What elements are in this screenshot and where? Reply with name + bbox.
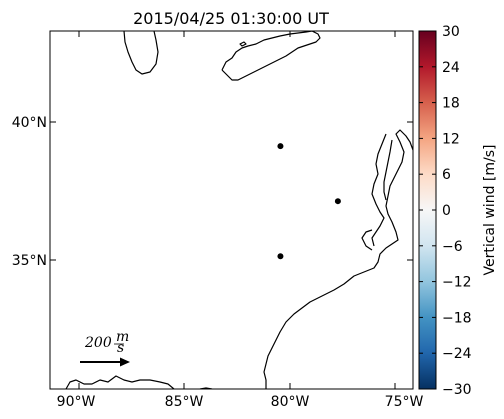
colorbar-tick-label: −24 bbox=[442, 346, 472, 362]
y-tick-label: 35°N bbox=[12, 253, 47, 269]
scale-arrow-unit-num: m bbox=[116, 329, 129, 345]
colorbar-ticks: 30 24 18 12 6 0 −6 −12 −18 −24 −30 bbox=[419, 24, 472, 398]
colorbar-tick-label: 12 bbox=[442, 131, 460, 147]
station-marker bbox=[334, 198, 341, 205]
colorbar-tick-label: 30 bbox=[442, 24, 460, 40]
colorbar-tick-label: −30 bbox=[442, 382, 472, 398]
station-marker bbox=[277, 143, 284, 150]
x-tick-label: 85°W bbox=[165, 394, 204, 410]
x-tick-label: 90°W bbox=[57, 394, 96, 410]
chesapeake-outline bbox=[371, 133, 387, 247]
map-frame bbox=[49, 30, 414, 390]
coastlines bbox=[65, 31, 413, 389]
colorbar-tick-label: 18 bbox=[442, 96, 460, 112]
x-tick-label: 80°W bbox=[271, 394, 310, 410]
colorbar-tick-label: 6 bbox=[442, 167, 451, 183]
colorbar-tick-label: −12 bbox=[442, 275, 472, 291]
colorbar-tick-label: −6 bbox=[442, 239, 463, 255]
east-coast-outline bbox=[263, 129, 413, 389]
scale-arrow-value: 200 bbox=[84, 335, 112, 351]
delmarva-outline bbox=[383, 139, 393, 201]
great-lakes-outline bbox=[221, 31, 321, 81]
lake-michigan-outline bbox=[123, 31, 159, 75]
y-tick-label: 40°N bbox=[12, 115, 47, 131]
lake-small-outline bbox=[239, 41, 247, 47]
sound-outline bbox=[361, 229, 373, 251]
x-tick-label: 75°W bbox=[385, 394, 424, 410]
colorbar-tick-label: 24 bbox=[442, 60, 460, 76]
station-markers bbox=[277, 143, 341, 260]
map-title: 2015/04/25 01:30:00 UT bbox=[133, 9, 329, 28]
colorbar-tick-label: −18 bbox=[442, 310, 472, 326]
scale-arrow-unit-den: s bbox=[117, 340, 124, 356]
scale-arrow bbox=[80, 357, 130, 367]
colorbar-tick-label: 0 bbox=[442, 203, 451, 219]
station-marker bbox=[277, 253, 284, 260]
gulf-coast-outline bbox=[65, 375, 175, 389]
colorbar-label: Vertical wind [m/s] bbox=[482, 145, 498, 276]
axis-ticks bbox=[50, 31, 413, 389]
